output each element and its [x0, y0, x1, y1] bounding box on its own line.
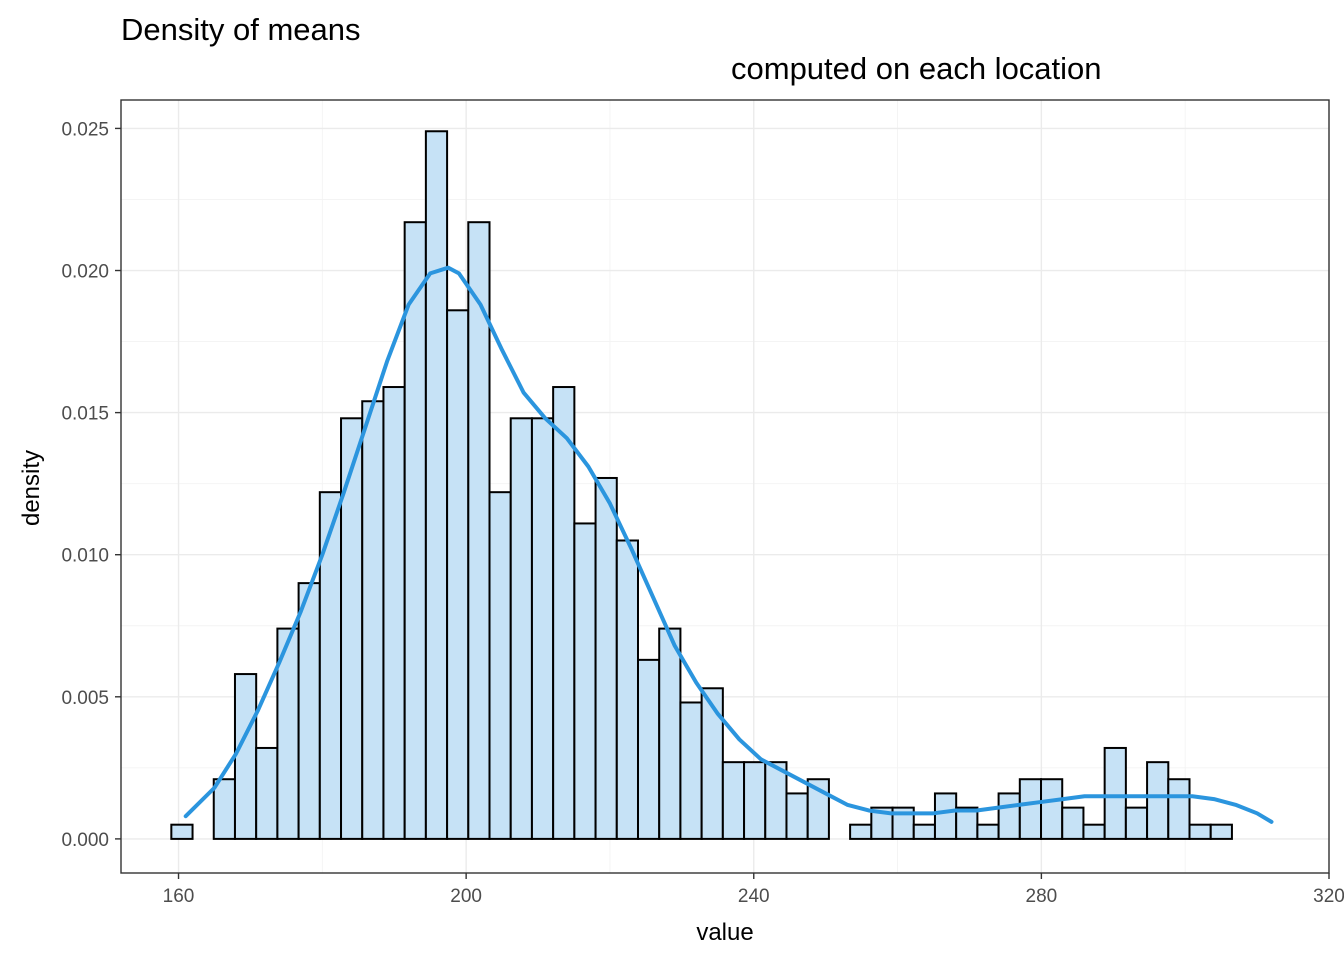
histogram-bar: [509, 417, 533, 840]
histogram-bar: [361, 400, 385, 840]
histogram-bar: [488, 491, 512, 840]
histogram-bar: [297, 582, 321, 840]
histogram-bar: [233, 673, 258, 840]
histogram-bar: [255, 746, 279, 840]
histogram-bar: [403, 221, 427, 840]
histogram-bar: [658, 627, 682, 840]
histogram-bar: [1061, 806, 1085, 840]
histogram-bar: [552, 386, 576, 840]
histogram-bar: [615, 539, 639, 840]
histogram-bar: [446, 309, 470, 840]
histogram-bar: [1167, 778, 1191, 840]
histogram-bar: [212, 778, 236, 840]
histogram-bar: [785, 792, 809, 840]
histogram-bar: [1188, 823, 1212, 840]
histogram-bar: [997, 792, 1021, 840]
y-tick-label: 0.005: [61, 688, 109, 709]
chart-subtitle: computed on each location: [731, 51, 1102, 86]
histogram-bar: [1040, 778, 1064, 840]
histogram-bar: [382, 386, 406, 840]
axis-ticks: 160 200 240 280 320 0.000 0.005 0.010 0.015 0.020…: [61, 119, 1344, 907]
y-tick-label: 0.025: [61, 119, 109, 140]
histogram-bar: [594, 476, 618, 840]
y-tick-label: 0.020: [61, 262, 109, 283]
histogram-bar: [891, 806, 915, 840]
y-axis-title: density: [18, 450, 45, 526]
histogram-bar: [424, 130, 449, 840]
histogram-bar: [636, 658, 661, 840]
y-tick-label: 0.010: [61, 546, 109, 567]
x-tick-label: 200: [450, 886, 482, 907]
histogram-bar: [976, 823, 1000, 840]
histogram-bar: [1018, 778, 1043, 840]
histogram-bar: [1146, 761, 1170, 840]
histogram-bars: [170, 130, 1233, 840]
histogram-bar: [764, 761, 788, 840]
histogram-bar: [679, 701, 703, 840]
x-tick-label: 280: [1026, 886, 1058, 907]
histogram-bar: [170, 823, 194, 840]
histogram-bar: [1124, 806, 1149, 840]
x-axis-title: value: [696, 919, 753, 946]
panel-border: [120, 99, 1330, 874]
x-tick-label: 320: [1313, 886, 1344, 907]
histogram-bar: [340, 417, 364, 840]
histogram-bar: [933, 792, 958, 840]
histogram-bar: [318, 491, 343, 840]
y-tick-label: 0.000: [61, 830, 109, 851]
histogram-bar: [955, 806, 979, 840]
x-tick-label: 240: [738, 886, 770, 907]
histogram-bar: [721, 761, 746, 840]
histogram-bar: [573, 522, 597, 840]
histogram-bar: [743, 761, 767, 840]
density-curve: [183, 265, 1274, 824]
y-tick-label: 0.015: [61, 404, 109, 425]
histogram-bar: [700, 687, 724, 840]
chart-title: Density of means: [121, 12, 361, 47]
histogram-bar: [1209, 823, 1233, 840]
histogram-bar: [849, 823, 873, 840]
histogram-bar: [1082, 823, 1106, 840]
histogram-bar: [530, 417, 555, 840]
histogram-bar: [912, 823, 936, 840]
x-tick-label: 160: [163, 886, 195, 907]
histogram-bar: [1103, 746, 1127, 840]
